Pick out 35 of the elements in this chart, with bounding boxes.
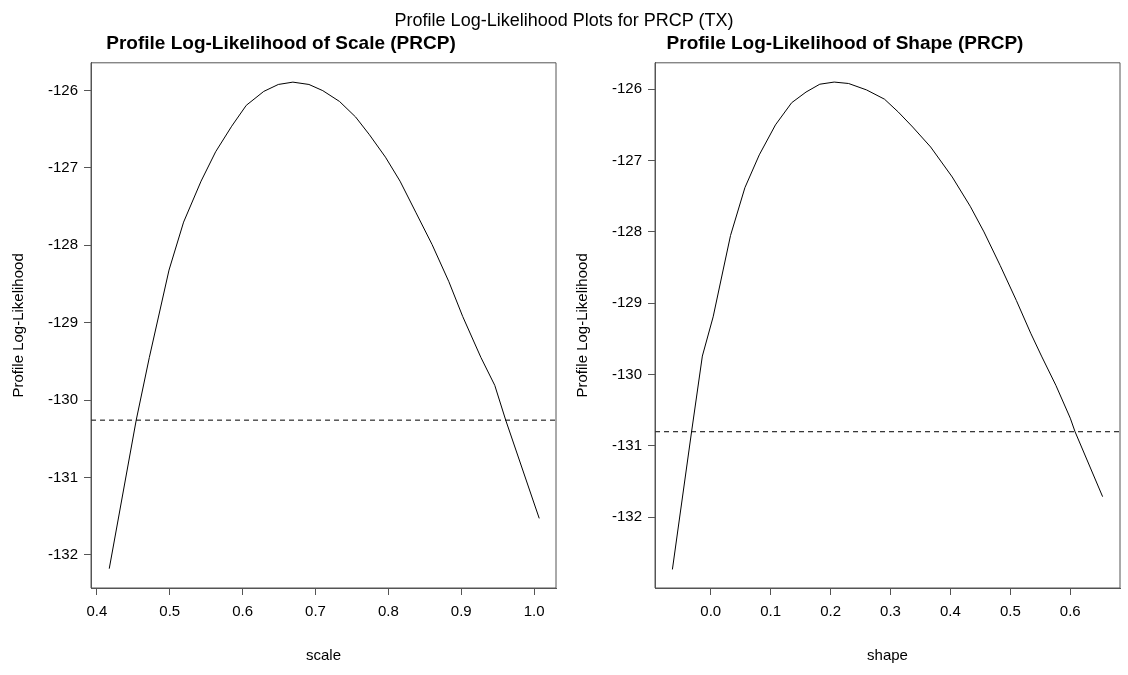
y-tick-label: -130	[47, 390, 79, 408]
y-tick-label: -127	[47, 158, 79, 176]
x-tick-label: 0.1	[760, 602, 782, 620]
y-tick-label: -130	[611, 364, 643, 382]
x-tick-label: 0.4	[86, 602, 108, 620]
x-tick-label: 1.0	[523, 602, 545, 620]
y-tick-label: -126	[47, 80, 79, 98]
y-tick-label: -129	[47, 312, 79, 330]
chart-title: Profile Log-Likelihood of Shape (PRCP)	[666, 31, 1024, 53]
x-axis-title: scale	[306, 646, 342, 664]
y-tick-label: -128	[47, 235, 79, 253]
x-tick-label: 0.6	[232, 602, 254, 620]
y-tick-label: -131	[47, 467, 79, 485]
text: Profile Log-Likelihood Plots for PRCP (TX)	[393, 9, 735, 32]
y-axis-title: Profile Log-Likelihood	[9, 253, 27, 398]
chart-title: Profile Log-Likelihood of Scale (PRCP)	[106, 31, 456, 53]
y-tick-label: -129	[611, 293, 643, 311]
x-tick-label: 0.3	[880, 602, 901, 620]
y-tick-label: -128	[611, 222, 643, 240]
x-tick-label: 0.0	[700, 602, 722, 620]
y-tick-label: -132	[47, 544, 79, 562]
y-tick-label: -132	[611, 507, 643, 525]
x-tick-label: 0.2	[820, 602, 842, 620]
y-tick-label: -131	[611, 436, 643, 454]
x-tick-label: 0.4	[940, 602, 961, 620]
y-tick-label: -127	[611, 150, 643, 168]
x-tick-label: 0.5	[159, 602, 181, 620]
x-tick-label: 0.6	[1059, 602, 1081, 620]
x-tick-label: 0.9	[450, 602, 472, 620]
x-axis-title: shape	[867, 646, 908, 664]
x-tick-label: 0.7	[305, 602, 326, 620]
x-tick-label: 0.5	[999, 602, 1021, 620]
x-tick-label: 0.8	[377, 602, 399, 620]
y-tick-label: -126	[611, 79, 643, 97]
y-axis-title: Profile Log-Likelihood	[573, 253, 591, 398]
